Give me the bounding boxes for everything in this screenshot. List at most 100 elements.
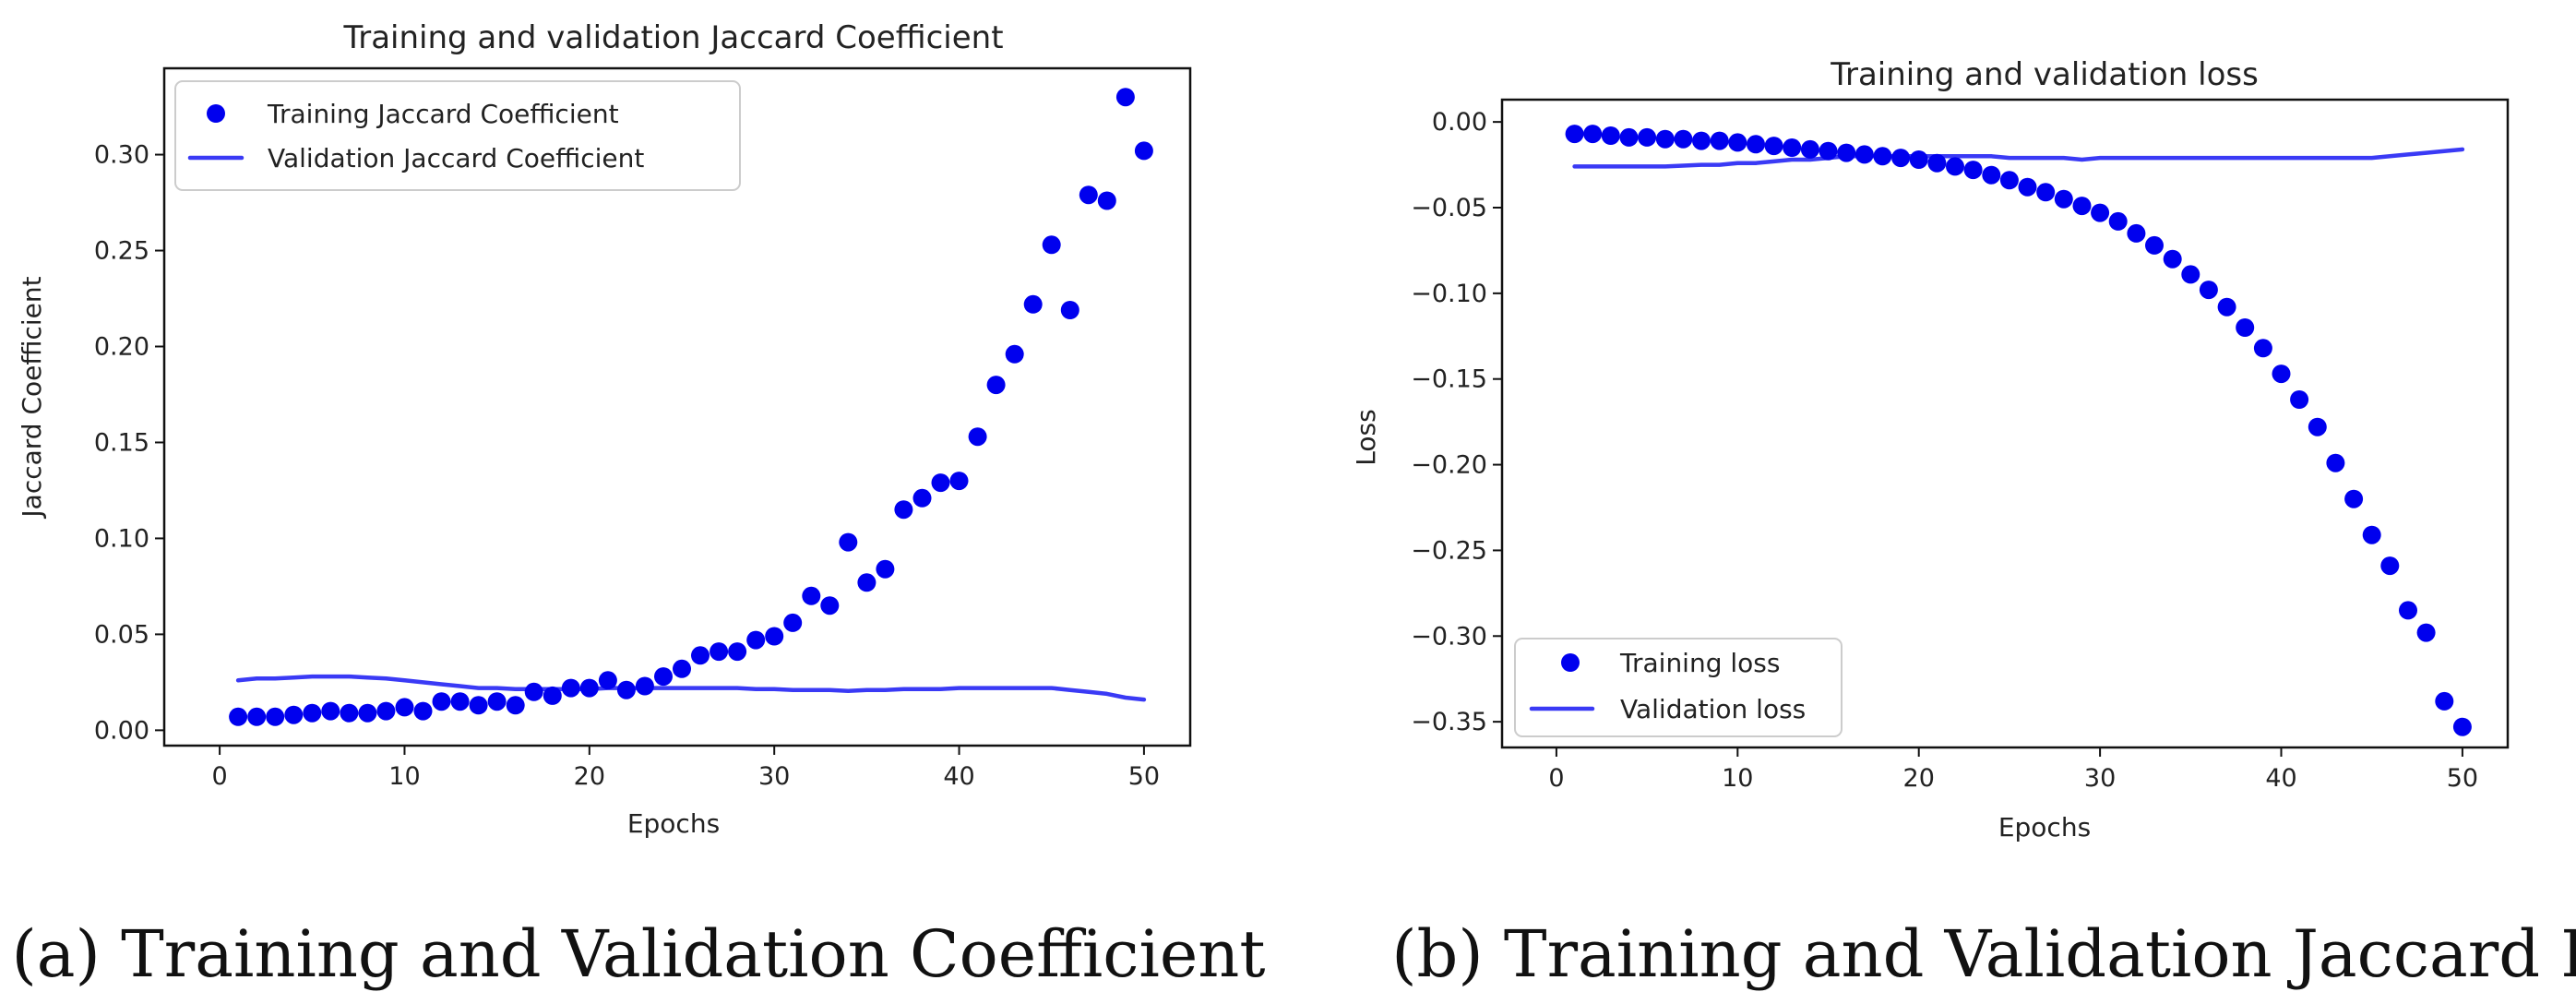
x-tick-label: 0: [1548, 764, 1564, 793]
data-point: [1999, 171, 2019, 190]
data-point: [247, 707, 267, 726]
y-tick-label: −0.20: [1411, 451, 1487, 480]
data-point: [710, 642, 729, 662]
data-point: [1837, 143, 1856, 162]
data-point: [783, 613, 803, 632]
data-point: [1909, 150, 1928, 169]
data-point: [524, 682, 543, 701]
data-point: [2272, 365, 2291, 384]
y-axis-label: Jaccard Coefficient: [17, 276, 47, 519]
data-point: [303, 703, 322, 723]
data-point: [266, 707, 285, 726]
data-point: [912, 488, 932, 508]
data-point: [1710, 131, 1729, 150]
x-tick-label: 50: [1128, 762, 1160, 791]
data-point: [931, 473, 950, 493]
data-point: [876, 559, 895, 579]
data-point: [1854, 145, 1874, 164]
data-point: [543, 686, 562, 705]
x-tick-label: 0: [212, 762, 228, 791]
x-tick-label: 20: [574, 762, 605, 791]
data-point: [376, 701, 396, 721]
data-point: [321, 701, 340, 721]
data-point: [1134, 141, 1153, 161]
data-point: [2072, 197, 2092, 216]
data-point: [1819, 141, 1838, 161]
data-point: [2452, 717, 2472, 736]
data-point: [654, 667, 673, 687]
x-tick-label: 40: [2265, 764, 2296, 793]
data-point: [1079, 185, 1098, 205]
data-point: [986, 376, 1006, 395]
data-point: [765, 627, 784, 646]
data-point: [2399, 601, 2417, 620]
x-tick-label: 10: [388, 762, 420, 791]
x-tick-label: 50: [2447, 764, 2478, 793]
x-tick-label: 30: [758, 762, 790, 791]
chart-title: Training and validation loss: [1830, 56, 2259, 93]
data-point: [2163, 249, 2182, 269]
data-point: [2380, 556, 2400, 576]
x-tick-label: 20: [1903, 764, 1935, 793]
x-tick-label: 10: [1722, 764, 1753, 793]
data-point: [1060, 301, 1079, 319]
data-point: [839, 532, 858, 552]
x-axis-ticks: 0 10 20 30 40 50: [212, 746, 1160, 791]
data-point: [2416, 623, 2436, 642]
data-point: [1764, 137, 1783, 156]
data-point: [1728, 133, 1747, 152]
y-tick-label: 0.20: [94, 333, 149, 362]
data-point: [1747, 135, 1765, 154]
data-point: [2290, 390, 2309, 409]
x-axis-ticks: 0 10 20 30 40 50: [1548, 747, 2478, 793]
y-tick-label: 0.05: [94, 620, 149, 649]
data-point: [561, 678, 580, 698]
data-point: [2145, 235, 2164, 255]
legend: Training Jaccard Coefficient Validation …: [174, 80, 741, 191]
y-tick-label: 0.00: [94, 716, 149, 745]
chart-jaccard-coefficient: Training and validation Jaccard Coeffici…: [11, 19, 1265, 992]
data-point: [1783, 138, 1802, 157]
data-point: [2435, 691, 2454, 711]
data-point: [1674, 129, 1693, 149]
y-tick-label: −0.35: [1411, 708, 1487, 736]
data-point: [2054, 189, 2073, 209]
data-point: [968, 427, 987, 447]
training-loss-points: [1565, 125, 2472, 736]
x-axis-label: Epochs: [1998, 812, 2091, 843]
data-point: [1638, 127, 1657, 147]
data-point: [691, 646, 710, 665]
data-point: [1565, 125, 1584, 144]
legend-marker-training: [1561, 653, 1580, 672]
data-point: [1097, 191, 1116, 210]
plot-area-frame: [1500, 98, 2510, 749]
data-point: [1005, 344, 1024, 364]
legend-box: [174, 80, 741, 191]
data-point: [469, 696, 488, 715]
data-point: [1927, 153, 1947, 173]
y-tick-label: −0.30: [1411, 622, 1487, 651]
data-point: [2362, 525, 2381, 544]
data-point: [1115, 88, 1135, 107]
data-point: [1619, 127, 1639, 147]
data-point: [2181, 265, 2200, 284]
data-point: [2217, 297, 2236, 317]
y-tick-label: 0.15: [94, 428, 149, 457]
data-point: [358, 703, 377, 723]
data-point: [2308, 417, 2327, 436]
data-point: [284, 705, 304, 724]
data-point: [1800, 139, 1819, 159]
data-point: [2344, 489, 2364, 508]
training-jaccard-points: [229, 88, 1153, 726]
data-point: [1655, 129, 1675, 149]
data-point: [2199, 281, 2218, 300]
plot-area-frame: [162, 66, 1192, 747]
legend-box: [1514, 638, 1843, 737]
y-axis-ticks: 0.00 0.05 0.10 0.15 0.20 0.25 0.30: [94, 141, 164, 745]
chart-title: Training and validation Jaccard Coeffici…: [342, 19, 1003, 56]
data-point: [1692, 131, 1711, 150]
data-point: [2091, 203, 2110, 222]
data-point: [1042, 235, 1061, 255]
data-point: [2018, 177, 2037, 197]
legend-label-validation: Validation Jaccard Coefficient: [268, 143, 644, 173]
